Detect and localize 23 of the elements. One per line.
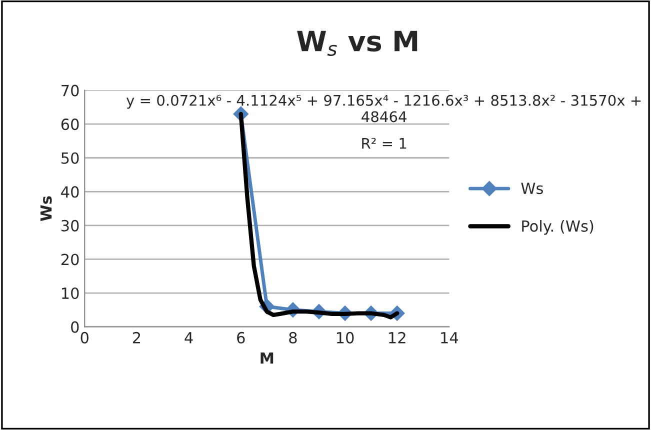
annotation: y = 0.0721x⁶ - 4.1124x⁵ + 97.165x⁴ - 1216.6x³ + 8513.8x² - 31570x + 48464 (126, 94, 641, 122)
annotation: R² = 1 (362, 138, 406, 149)
x-tick-label: 6 (237, 332, 245, 344)
y-tick-label: 20 (61, 254, 79, 266)
x-tick-label: 12 (389, 332, 406, 344)
x-tick-label: 4 (184, 332, 193, 344)
y-tick-label: 50 (62, 152, 79, 164)
y-tick-label: 30 (61, 220, 79, 232)
legend-label: Poly. (Ws) (522, 220, 594, 235)
legend-label: Ws (521, 182, 543, 194)
y-axis-title: Ws (40, 196, 52, 222)
x-tick-label: 14 (441, 332, 458, 344)
chart-title: W$_{s}$ vs M (297, 30, 418, 56)
x-tick-label: 8 (289, 332, 297, 344)
x-tick-label: 0 (80, 332, 88, 344)
y-tick-label: 0 (71, 321, 79, 333)
x-tick-label: 10 (336, 332, 354, 344)
y-tick-label: 40 (61, 186, 79, 198)
y-tick-label: 10 (62, 287, 79, 300)
y-tick-label: 70 (62, 84, 79, 96)
x-axis-title: M (260, 352, 274, 364)
x-tick-label: 2 (132, 332, 140, 344)
y-tick-label: 60 (61, 118, 79, 130)
